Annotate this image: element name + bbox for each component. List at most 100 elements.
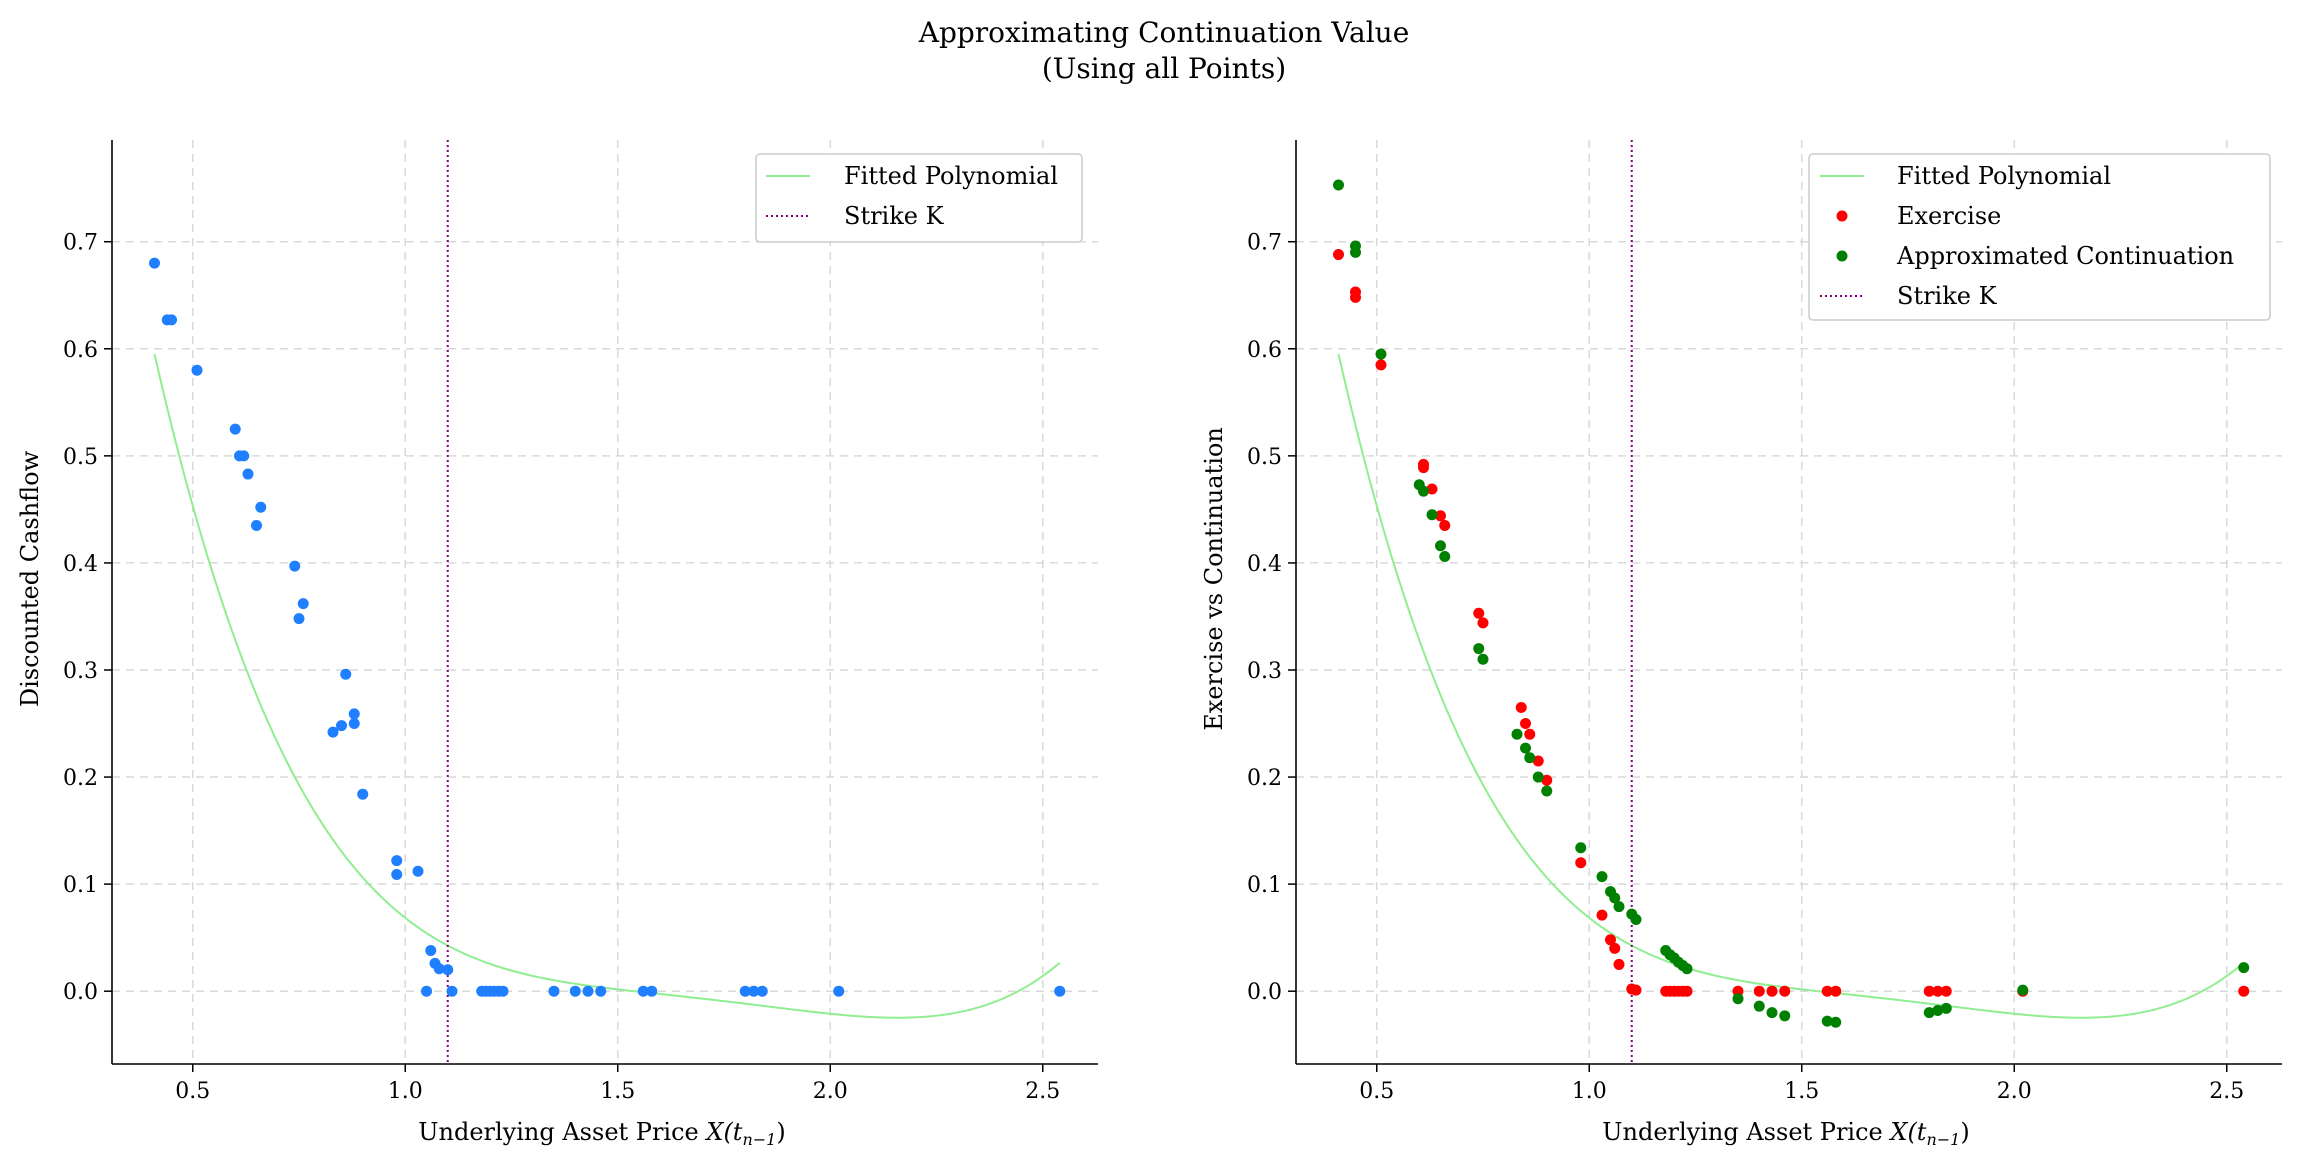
right-x-tick-label: 1.5 — [1784, 1079, 1819, 1104]
left-x-tick-label: 2.0 — [813, 1079, 848, 1104]
right-continuation-point — [1923, 1007, 1935, 1019]
right-legend-fit-label: Fitted Polynomial — [1897, 162, 2111, 190]
right-exercise-point — [1605, 934, 1616, 946]
right-continuation-point — [1435, 540, 1446, 552]
left-chart-y-axis-label: Discounted Cashflow — [16, 450, 44, 707]
left-cashflow-point — [289, 560, 301, 572]
right-continuation-point — [1630, 913, 1642, 925]
left-cashflow-point — [442, 964, 454, 976]
right-exercise-point — [1779, 985, 1791, 997]
right-chart-legend: Fitted Polynomial Exercise Approximated … — [1808, 153, 2271, 321]
right-exercise-point — [1932, 985, 1944, 997]
left-cashflow-point — [582, 985, 594, 997]
right-y-tick-label: 0.1 — [1247, 873, 1282, 898]
right-exercise-point — [1473, 607, 1485, 619]
right-legend-strike-label: Strike K — [1897, 282, 1998, 310]
left-y-tick-label: 0.2 — [63, 766, 98, 791]
right-chart-axes — [1295, 140, 2282, 1065]
left-cashflow-point — [569, 985, 581, 997]
right-exercise-point — [1350, 291, 1361, 303]
left-cashflow-point — [391, 855, 403, 867]
right-exercise-point — [1435, 510, 1446, 522]
right-continuation-point — [1830, 1016, 1842, 1028]
left-y-tick-label: 0.7 — [63, 231, 98, 256]
left-fitted-polynomial-line — [153, 353, 1061, 1019]
left-chart-axes — [111, 140, 1098, 1065]
left-cashflow-point — [425, 945, 437, 957]
left-cashflow-point — [833, 985, 845, 997]
right-y-tick-label: 0.6 — [1247, 338, 1282, 363]
right-continuation-point — [2238, 962, 2250, 974]
right-chart: 0.5 1.0 1.5 2.0 2.5 0.0 0.1 0.2 0.3 0.4 0.5 0.6 0.7… — [1200, 140, 2282, 1149]
left-cashflow-point — [336, 720, 347, 732]
right-continuation-point — [1473, 643, 1485, 655]
right-y-tick-label: 0.7 — [1247, 231, 1282, 256]
right-continuation-point — [1520, 742, 1531, 754]
left-cashflow-point — [293, 613, 305, 625]
right-continuation-point — [1609, 892, 1621, 904]
right-continuation-point — [1753, 1000, 1765, 1012]
right-continuation-point — [1766, 1007, 1778, 1019]
right-continuation-point — [1596, 871, 1608, 883]
right-y-tick-label: 0.0 — [1247, 980, 1282, 1005]
left-cashflow-point — [391, 868, 403, 880]
right-continuation-point — [1350, 246, 1361, 258]
right-continuation-point — [1375, 348, 1387, 360]
right-exercise-point — [1426, 483, 1438, 495]
right-x-tick-label: 2.5 — [2209, 1079, 2244, 1104]
left-y-tick-label: 0.1 — [63, 873, 98, 898]
right-continuation-point — [1532, 771, 1544, 783]
left-y-tick-label: 0.4 — [63, 552, 98, 577]
right-continuation-point — [1613, 901, 1625, 913]
right-x-tick-label: 0.5 — [1359, 1079, 1394, 1104]
right-legend-continuation-swatch — [1836, 250, 1848, 262]
left-chart-x-ticks: 0.5 1.0 1.5 2.0 2.5 — [175, 1064, 1060, 1104]
left-cashflow-point — [421, 985, 432, 997]
left-cashflow-point — [327, 726, 339, 738]
right-exercise-point — [1596, 909, 1608, 921]
left-cashflow-point — [357, 788, 369, 800]
left-cashflow-point — [242, 468, 254, 480]
left-cashflow-point — [433, 963, 445, 975]
left-cashflow-point — [340, 668, 352, 680]
right-continuation-point — [1511, 728, 1523, 740]
left-cashflow-point — [238, 450, 250, 462]
right-y-tick-label: 0.4 — [1247, 552, 1282, 577]
right-exercise-point — [1418, 462, 1429, 474]
left-chart-fitted-curve — [153, 353, 1061, 1019]
right-exercise-point — [1821, 985, 1833, 997]
right-exercise-point — [1940, 985, 1952, 997]
left-cashflow-point — [251, 519, 262, 531]
right-continuation-point — [1426, 509, 1438, 521]
left-chart-legend: Fitted Polynomial Strike K — [755, 153, 1083, 243]
right-continuation-point — [1418, 485, 1429, 497]
right-exercise-point — [1520, 718, 1531, 730]
left-legend-fit-label: Fitted Polynomial — [844, 162, 1058, 190]
right-exercise-point — [1524, 728, 1536, 740]
left-cashflow-point — [1054, 985, 1066, 997]
figure-title-line2: (Using all Points) — [1042, 52, 1286, 85]
right-y-tick-label: 0.3 — [1247, 659, 1282, 684]
right-continuation-point — [2017, 984, 2029, 996]
right-exercise-point — [1541, 774, 1553, 786]
left-chart-x-axis-label: Underlying Asset Price X(tn−1) — [418, 1118, 785, 1149]
right-exercise-point — [1609, 942, 1621, 954]
right-continuation-point — [1932, 1004, 1944, 1016]
right-exercise-point — [1375, 359, 1387, 371]
right-legend-frame — [1808, 153, 2271, 321]
right-legend-exercise-swatch — [1836, 210, 1848, 222]
right-x-tick-label: 1.0 — [1572, 1079, 1607, 1104]
right-exercise-point — [1681, 985, 1693, 997]
right-exercise-point — [1532, 755, 1544, 767]
left-cashflow-point — [446, 985, 458, 997]
left-cashflow-point — [348, 718, 360, 730]
right-exercise-point — [1613, 958, 1625, 970]
right-exercise-point — [1923, 985, 1935, 997]
left-cashflow-point — [739, 985, 751, 997]
right-exercise-point — [1333, 249, 1344, 261]
right-continuation-point — [1333, 179, 1344, 191]
left-cashflow-point — [637, 985, 649, 997]
right-continuation-point — [1681, 963, 1693, 975]
right-chart-x-ticks: 0.5 1.0 1.5 2.0 2.5 — [1359, 1064, 2244, 1104]
